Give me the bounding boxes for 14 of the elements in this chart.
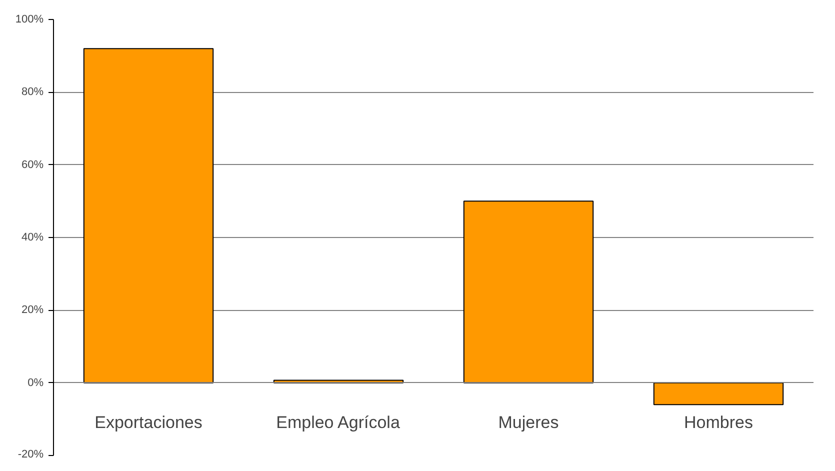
- y-tick-label: 20%: [21, 304, 44, 316]
- x-tick-label: Hombres: [684, 412, 753, 432]
- y-tick-label: 40%: [21, 232, 44, 244]
- x-tick-label: Exportaciones: [94, 412, 202, 432]
- y-tick-label: 60%: [21, 158, 44, 171]
- y-tick-label: -20%: [18, 448, 44, 460]
- y-tick-label: 100%: [15, 14, 44, 26]
- x-tick-label: Mujeres: [498, 412, 559, 432]
- y-tick-label: 0%: [28, 376, 44, 389]
- bar: [463, 200, 594, 384]
- y-tick-label: 80%: [21, 86, 44, 98]
- x-tick-label: Empleo Agrícola: [276, 412, 400, 432]
- bar: [653, 382, 784, 406]
- bar: [83, 48, 214, 384]
